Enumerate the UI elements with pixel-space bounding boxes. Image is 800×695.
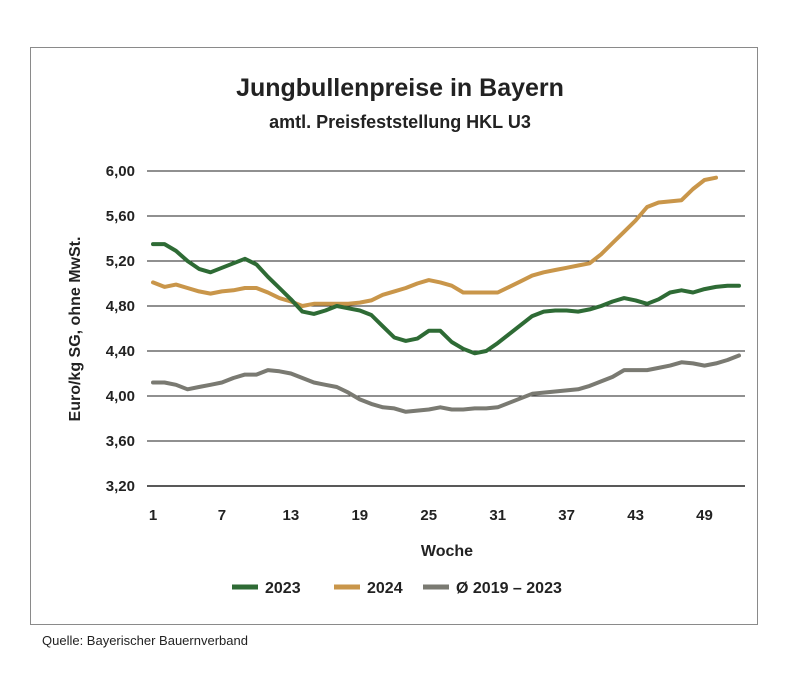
y-tick-label: 3,60 [106, 433, 135, 450]
y-tick-label: 4,40 [106, 343, 135, 360]
series-line-2 [151, 353, 741, 414]
y-tick-label: 5,20 [106, 253, 135, 270]
series-line-0 [151, 242, 741, 356]
y-axis-label: Euro/kg SG, ohne MwSt. [67, 237, 84, 422]
x-tick-label: 7 [218, 507, 226, 524]
y-tick-label: 4,80 [106, 298, 135, 315]
y-tick-label: 4,00 [106, 388, 135, 405]
legend-item-0: 2023 [232, 580, 301, 597]
x-tick-label: 37 [558, 507, 575, 524]
chart-title: Jungbullenpreise in Bayern [236, 74, 564, 102]
legend-label: Ø 2019 – 2023 [456, 580, 562, 597]
legend-label: 2023 [265, 580, 301, 597]
chart-subtitle: amtl. Preisfeststellung HKL U3 [269, 112, 531, 132]
legend-item-1: 2024 [334, 580, 403, 597]
y-tick-label: 5,60 [106, 208, 135, 225]
x-tick-label: 1 [149, 507, 157, 524]
legend-item-2: Ø 2019 – 2023 [423, 580, 562, 597]
x-tick-label: 31 [489, 507, 506, 524]
y-tick-label: 3,20 [106, 478, 135, 495]
x-axis-label: Woche [421, 543, 473, 560]
source-note: Quelle: Bayerischer Bauernverband [42, 633, 248, 648]
chart-frame [30, 47, 758, 625]
x-tick-label: 25 [420, 507, 437, 524]
gridlines [147, 170, 745, 487]
series-line-1 [151, 175, 718, 308]
x-tick-label: 19 [351, 507, 368, 524]
series-lines [151, 175, 741, 414]
x-tick-label: 49 [696, 507, 713, 524]
y-tick-label: 6,00 [106, 163, 135, 180]
x-tick-label: 43 [627, 507, 644, 524]
y-axis-ticks: 3,20 3,60 4,00 4,40 4,80 5,20 5,60 6,00 [106, 163, 135, 495]
legend: 2023 2024 Ø 2019 – 2023 [232, 580, 562, 597]
x-axis-ticks: 1 7 13 19 25 31 37 43 49 [149, 507, 713, 524]
x-tick-label: 13 [283, 507, 300, 524]
legend-label: 2024 [367, 580, 403, 597]
